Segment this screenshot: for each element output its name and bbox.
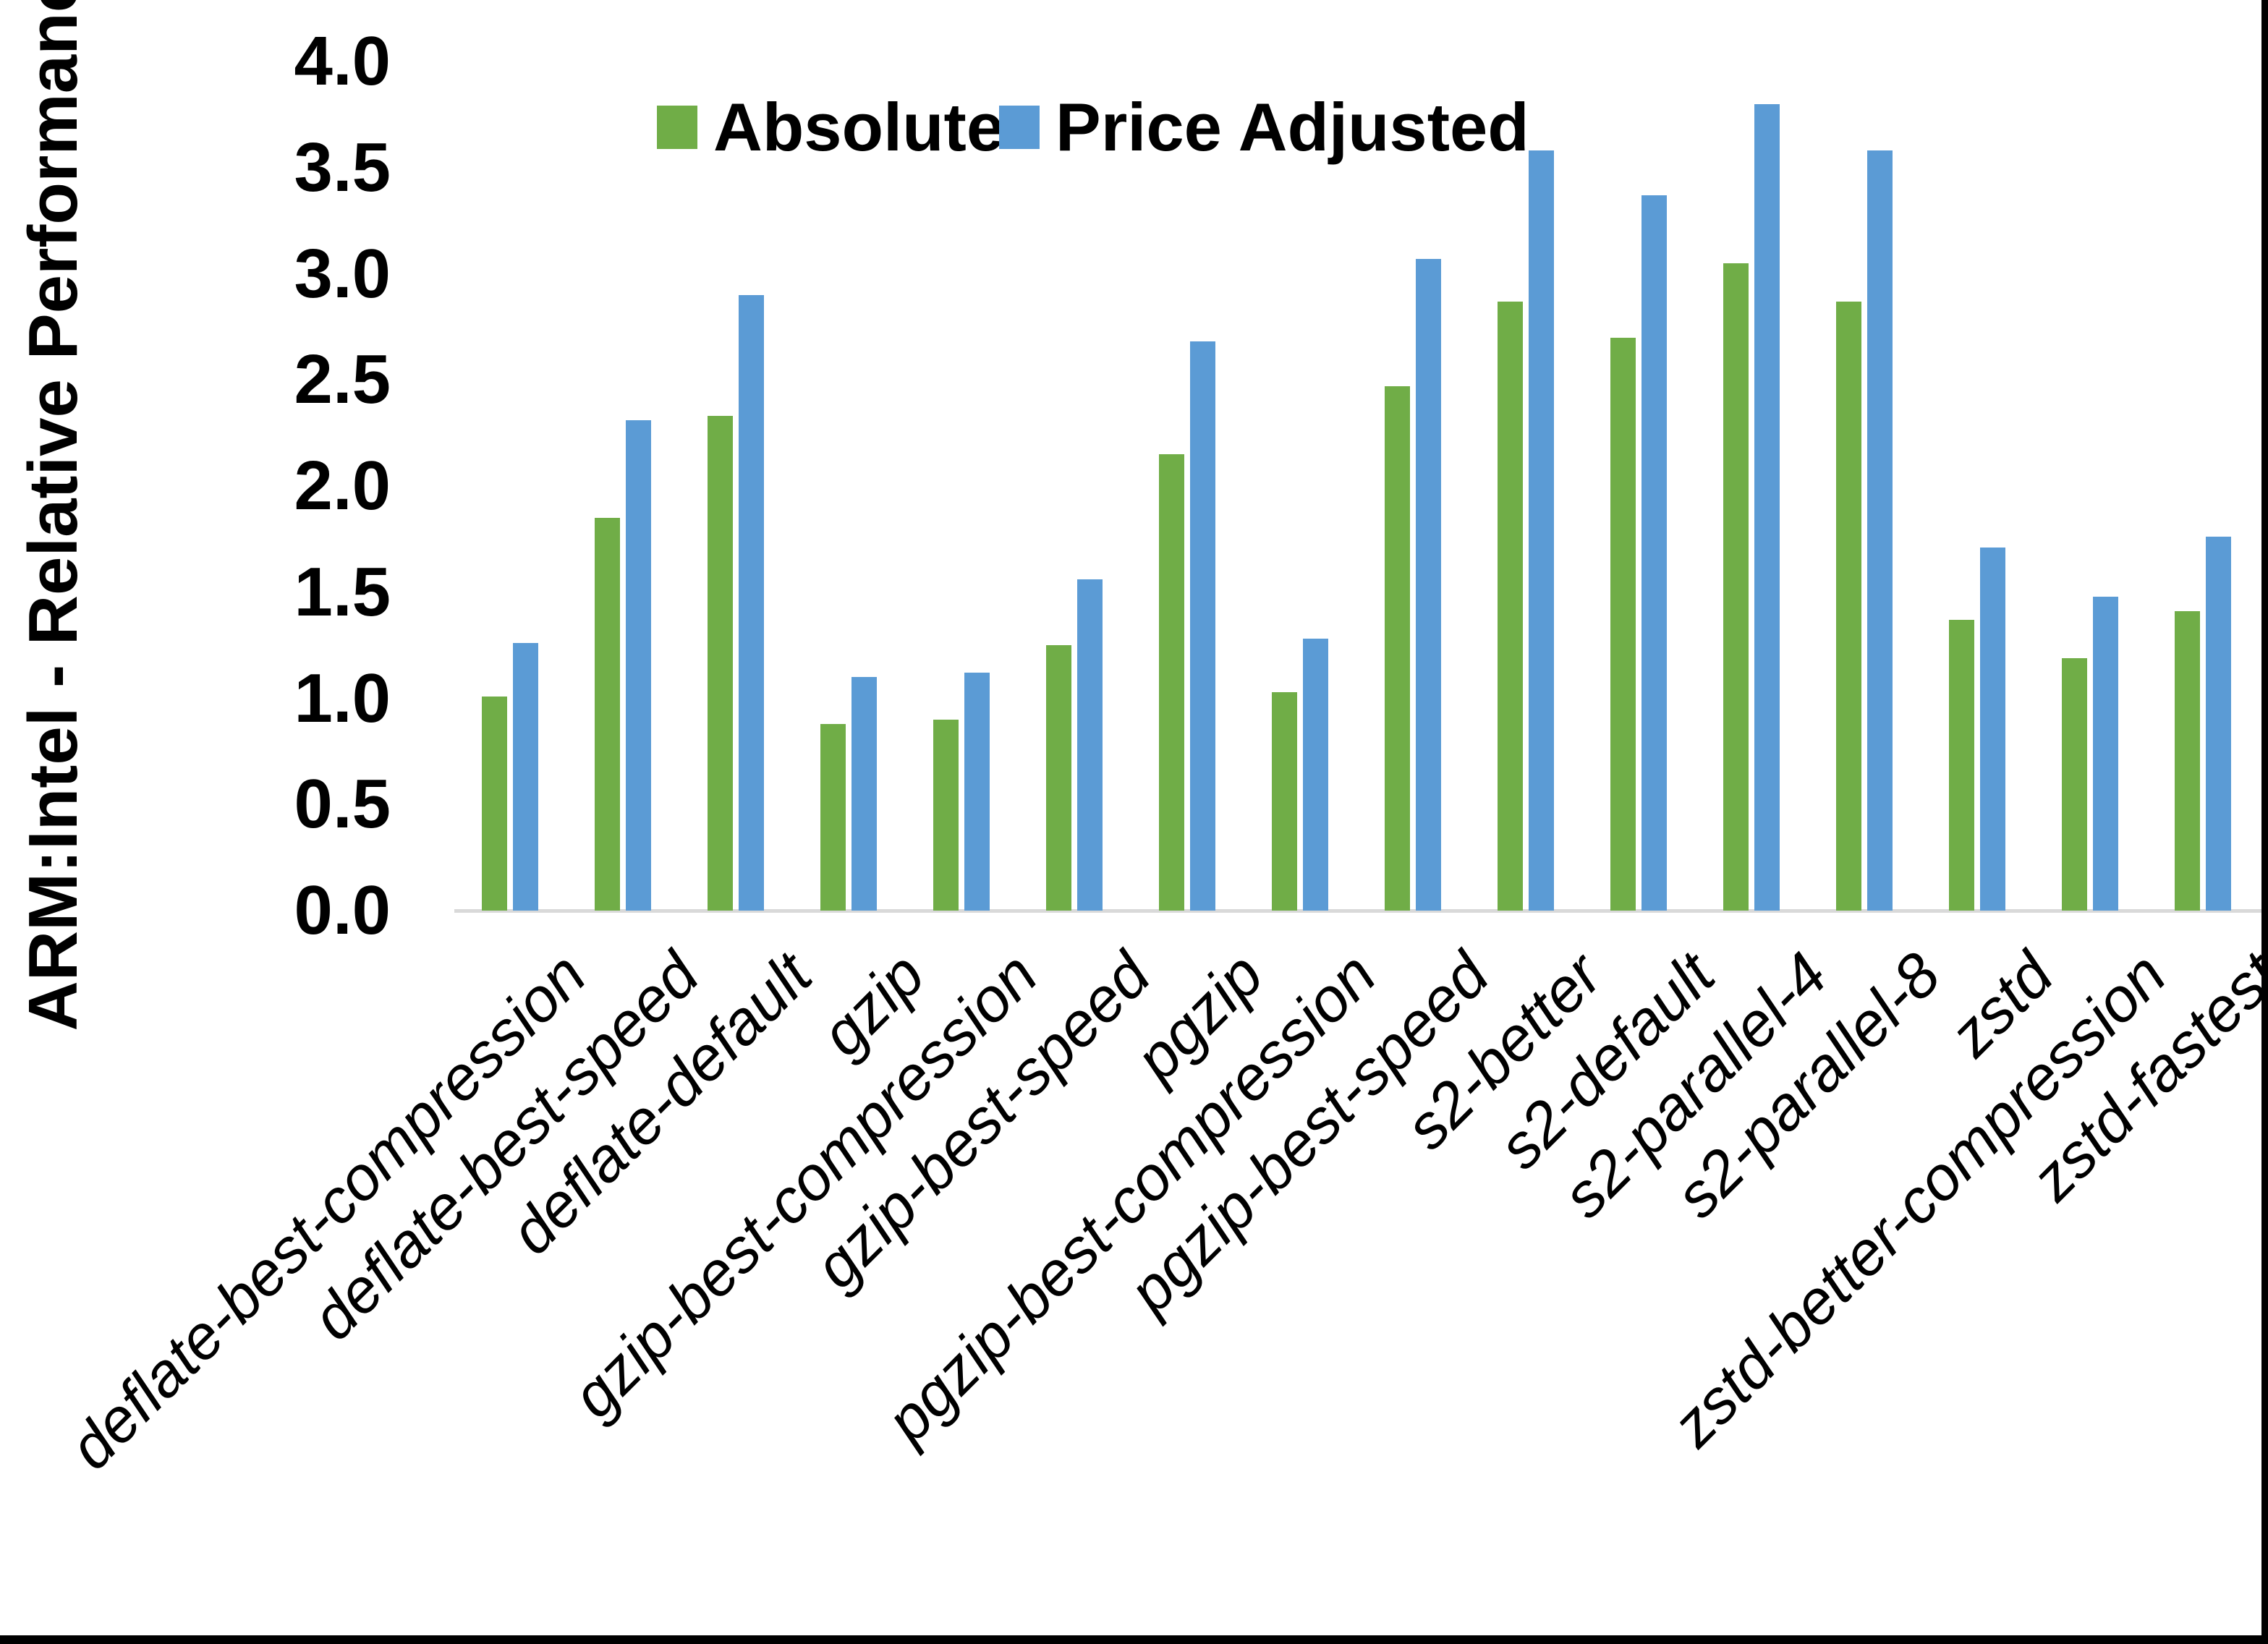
legend-label-absolute: Absolute — [713, 89, 1005, 165]
bar-price-adjusted — [1867, 150, 1893, 911]
y-tick-label: 1.0 — [294, 659, 391, 737]
bar-price-adjusted — [2093, 596, 2118, 911]
bar-absolute — [1949, 619, 1974, 911]
bar-price-adjusted — [964, 673, 990, 911]
y-tick-label: 2.5 — [294, 341, 391, 419]
bar-absolute — [708, 416, 733, 911]
legend-label-price-adjusted: Price Adjusted — [1056, 89, 1529, 165]
bar-absolute — [595, 518, 620, 911]
bar-price-adjusted — [1416, 258, 1441, 911]
y-tick-label: 1.5 — [294, 553, 391, 631]
bar-price-adjusted — [1077, 579, 1103, 911]
y-tick-label: 0.0 — [294, 872, 391, 949]
bar-price-adjusted — [851, 677, 877, 911]
bar-price-adjusted — [1190, 341, 1215, 911]
bar-absolute — [1272, 691, 1297, 911]
bar-price-adjusted — [626, 420, 651, 911]
legend-swatch-absolute — [657, 106, 697, 149]
bar-absolute — [2175, 611, 2200, 911]
bar-absolute — [820, 723, 846, 911]
x-axis-line — [454, 909, 2261, 913]
y-tick-label: 3.0 — [294, 234, 391, 312]
bar-absolute — [1836, 301, 1861, 911]
chart-border-bottom — [0, 1635, 2268, 1644]
bar-absolute — [1159, 453, 1184, 911]
y-tick-label: 3.5 — [294, 128, 391, 206]
bar-absolute — [1610, 337, 1636, 911]
bar-absolute — [2062, 657, 2087, 911]
bar-price-adjusted — [739, 294, 764, 911]
bar-absolute — [1385, 386, 1410, 911]
bar-price-adjusted — [1529, 150, 1554, 911]
y-tick-label: 4.0 — [294, 22, 391, 100]
bar-absolute — [933, 719, 959, 911]
y-tick-label: 0.5 — [294, 765, 391, 843]
legend-swatch-price-adjusted — [999, 106, 1040, 149]
bar-price-adjusted — [1641, 195, 1667, 911]
bar-price-adjusted — [2206, 537, 2231, 911]
bar-absolute — [1046, 645, 1071, 911]
bar-absolute — [482, 696, 507, 911]
bar-price-adjusted — [1303, 639, 1328, 911]
bar-price-adjusted — [1980, 548, 2005, 911]
bar-price-adjusted — [513, 643, 538, 911]
bar-price-adjusted — [1754, 103, 1780, 911]
y-tick-label: 2.0 — [294, 447, 391, 524]
bar-absolute — [1498, 301, 1523, 911]
bar-absolute — [1723, 263, 1749, 911]
chart-border-right — [2261, 0, 2268, 1644]
